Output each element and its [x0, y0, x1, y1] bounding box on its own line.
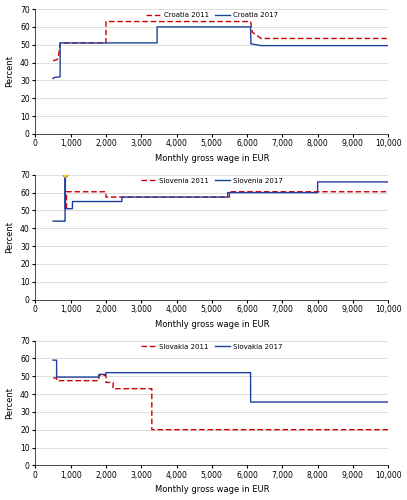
Slovenia 2017	[63, 172, 68, 178]
Slovakia 2017	[96, 372, 101, 378]
Croatia 2017	[58, 74, 63, 80]
Croatia 2017	[259, 42, 264, 48]
Croatia 2017	[50, 76, 55, 82]
Slovakia 2011	[111, 386, 116, 392]
Slovakia 2011	[386, 426, 391, 432]
Y-axis label: Percent: Percent	[6, 56, 15, 88]
Croatia 2017	[249, 41, 254, 47]
Slovakia 2011	[54, 378, 59, 384]
Croatia 2011	[58, 40, 63, 46]
Slovakia 2017	[54, 374, 59, 380]
Slovenia 2017	[225, 190, 230, 196]
Line: Croatia 2017: Croatia 2017	[53, 27, 388, 78]
Slovenia 2011	[103, 188, 108, 194]
Slovakia 2011	[50, 375, 55, 381]
Slovakia 2017	[54, 357, 59, 363]
Slovakia 2011	[103, 380, 108, 386]
Croatia 2011	[248, 18, 253, 24]
Slovenia 2017	[63, 218, 68, 224]
Line: Slovenia 2017: Slovenia 2017	[53, 175, 388, 221]
X-axis label: Monthly gross wage in EUR: Monthly gross wage in EUR	[155, 320, 269, 328]
Slovenia 2011	[386, 188, 391, 194]
Slovakia 2017	[248, 399, 253, 405]
Slovakia 2017	[103, 372, 108, 378]
Croatia 2011	[50, 58, 55, 64]
Slovenia 2011	[103, 194, 108, 200]
Slovakia 2011	[96, 372, 101, 378]
Croatia 2017	[51, 74, 56, 80]
Slovenia 2017	[63, 172, 68, 178]
Slovenia 2017	[63, 172, 68, 178]
X-axis label: Monthly gross wage in EUR: Monthly gross wage in EUR	[155, 154, 269, 163]
Croatia 2017	[155, 40, 160, 46]
Slovenia 2017	[63, 172, 68, 178]
Slovenia 2017	[63, 172, 68, 178]
Slovakia 2017	[248, 370, 253, 376]
Croatia 2011	[103, 18, 108, 24]
Legend: Slovakia 2011, Slovakia 2017: Slovakia 2011, Slovakia 2017	[139, 342, 284, 351]
Croatia 2017	[58, 40, 63, 46]
Croatia 2011	[250, 29, 255, 35]
Slovenia 2011	[227, 188, 232, 194]
Slovenia 2017	[63, 206, 68, 212]
Slovakia 2011	[111, 380, 116, 386]
X-axis label: Monthly gross wage in EUR: Monthly gross wage in EUR	[155, 486, 269, 494]
Slovenia 2017	[386, 179, 391, 185]
Line: Slovakia 2017: Slovakia 2017	[53, 360, 388, 402]
Slovenia 2011	[227, 194, 232, 200]
Line: Slovakia 2011: Slovakia 2011	[53, 376, 388, 430]
Slovakia 2011	[149, 426, 154, 432]
Slovakia 2011	[50, 375, 55, 381]
Croatia 2017	[155, 24, 160, 30]
Croatia 2011	[259, 36, 264, 42]
Y-axis label: Percent: Percent	[6, 221, 15, 253]
Line: Slovenia 2011: Slovenia 2011	[66, 192, 388, 208]
Slovakia 2017	[96, 374, 101, 380]
Slovenia 2017	[315, 179, 320, 185]
Slovakia 2011	[96, 378, 101, 384]
Slovakia 2017	[386, 399, 391, 405]
Slovenia 2017	[63, 172, 68, 178]
Slovakia 2017	[50, 357, 55, 363]
Slovakia 2011	[149, 386, 154, 392]
Slovenia 2017	[50, 218, 55, 224]
Slovenia 2017	[225, 194, 230, 200]
Slovakia 2011	[54, 375, 59, 381]
Croatia 2011	[386, 36, 391, 42]
Slovakia 2017	[103, 370, 108, 376]
Slovakia 2011	[103, 372, 108, 378]
Legend: Croatia 2011, Croatia 2017: Croatia 2011, Croatia 2017	[144, 10, 280, 20]
Y-axis label: Percent: Percent	[6, 387, 15, 419]
Slovenia 2011	[64, 188, 69, 194]
Croatia 2011	[103, 40, 108, 46]
Slovenia 2017	[119, 194, 124, 200]
Legend: Slovenia 2011, Slovenia 2017: Slovenia 2011, Slovenia 2017	[139, 176, 284, 186]
Slovenia 2011	[64, 206, 69, 212]
Slovenia 2017	[119, 198, 124, 204]
Croatia 2011	[54, 57, 59, 63]
Croatia 2017	[386, 42, 391, 48]
Line: Croatia 2011: Croatia 2011	[53, 22, 388, 61]
Slovenia 2017	[63, 218, 68, 224]
Slovenia 2017	[70, 206, 75, 212]
Slovenia 2017	[315, 190, 320, 196]
Croatia 2017	[248, 24, 253, 30]
Slovenia 2017	[63, 172, 68, 178]
Slovenia 2017	[70, 198, 75, 204]
Slovakia 2017	[50, 357, 55, 363]
Slovenia 2017	[63, 172, 68, 178]
Croatia 2011	[56, 55, 61, 61]
